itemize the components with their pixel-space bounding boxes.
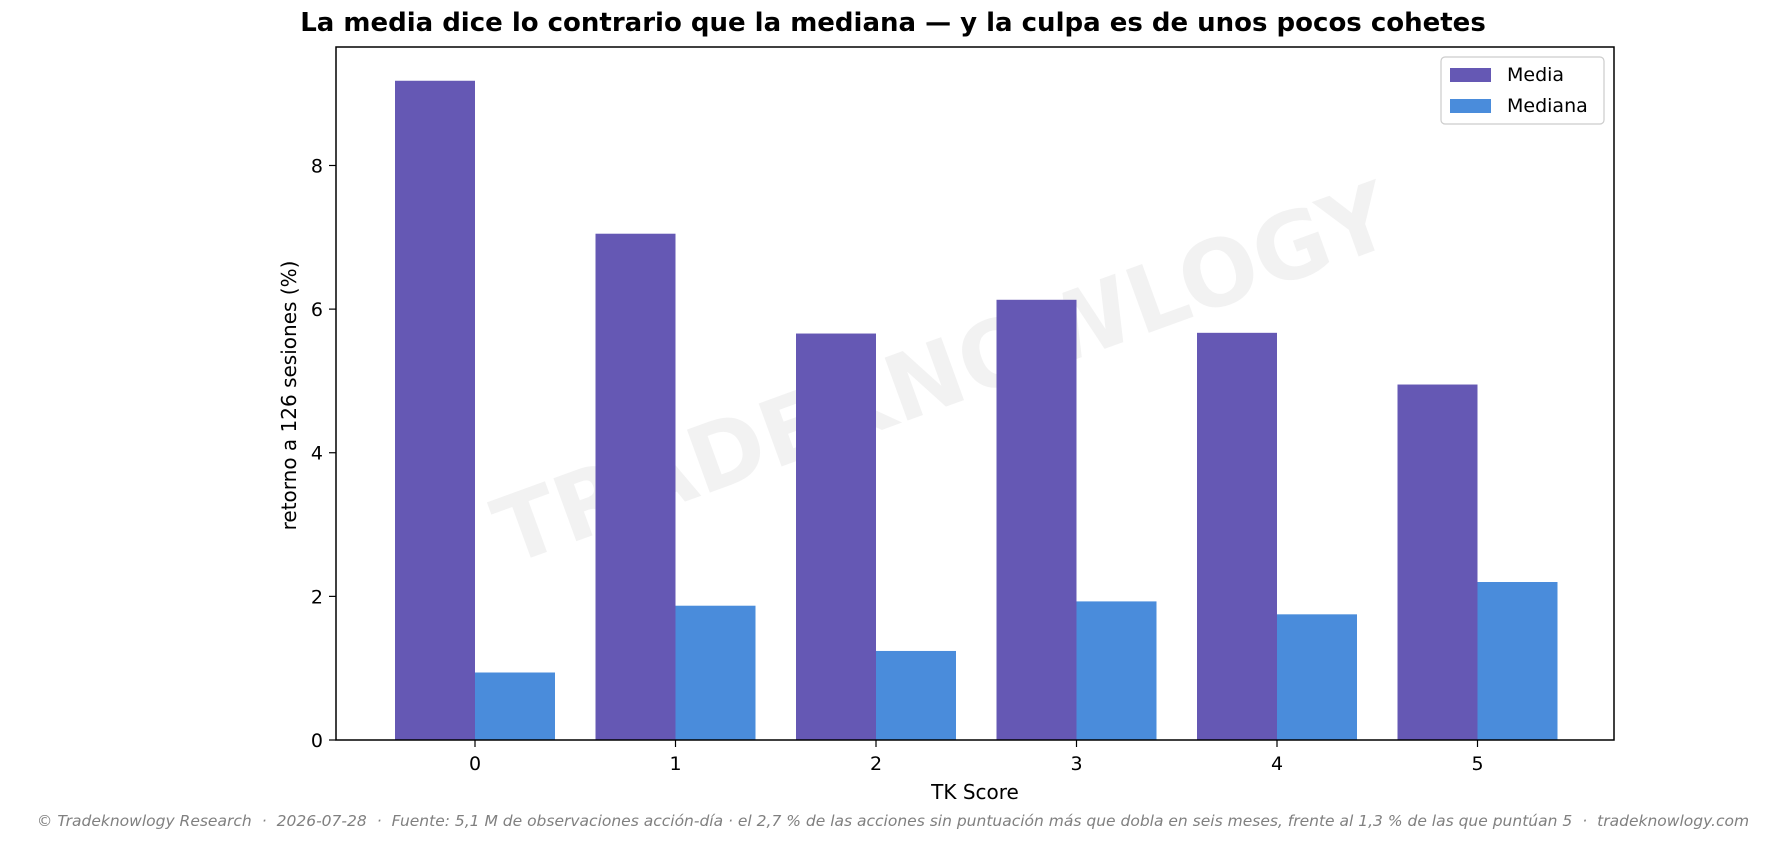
legend-label-media: Media [1507, 64, 1564, 86]
x-tick-label: 2 [870, 753, 882, 775]
legend-swatch-media [1450, 68, 1491, 82]
footer-separator: · [261, 812, 267, 830]
bar-media-1 [595, 233, 676, 740]
x-tick-label: 4 [1271, 753, 1283, 775]
bar-mediana-0 [475, 672, 555, 740]
footer-separator: · [1582, 812, 1588, 830]
plot-frame [335, 46, 1615, 741]
y-tick-label: 0 [311, 730, 323, 752]
footer-separator: · [376, 812, 382, 830]
legend-label-mediana: Mediana [1507, 95, 1588, 117]
x-tick-label: 1 [669, 753, 681, 775]
y-tick-label: 2 [311, 586, 323, 608]
x-axis-label: TK Score [930, 780, 1019, 804]
y-tick-label: 4 [311, 443, 323, 465]
bar-mediana-1 [675, 605, 756, 740]
bar-media-2 [796, 333, 876, 740]
bar-mediana-4 [1277, 614, 1357, 740]
bar-media-5 [1397, 384, 1478, 740]
bar-media-3 [996, 299, 1077, 740]
y-tick-label: 6 [311, 299, 323, 321]
x-tick-label: 3 [1070, 753, 1082, 775]
footer-copyright: © Tradeknowlogy Research [36, 812, 252, 830]
chart-title: La media dice lo contrario que la median… [300, 8, 1486, 38]
footer-source: Fuente: 5,1 M de observaciones acción-dí… [391, 812, 1573, 830]
bar-media-4 [1197, 332, 1277, 740]
y-axis-label: retorno a 126 sesiones (%) [277, 261, 301, 531]
x-tick-label: 5 [1471, 753, 1483, 775]
bar-mediana-5 [1477, 582, 1558, 740]
bar-mediana-3 [1076, 601, 1157, 740]
legend-swatch-mediana [1450, 99, 1491, 113]
footer-site: tradeknowlogy.com [1597, 812, 1750, 830]
bar-media-0 [395, 80, 475, 741]
y-tick-label: 8 [311, 155, 323, 177]
footer: © Tradeknowlogy Research · 2026-07-28 · Fuen… [0, 812, 1786, 830]
bar-mediana-2 [876, 650, 956, 740]
footer-date: 2026-07-28 [276, 812, 367, 830]
x-tick-label: 0 [469, 753, 481, 775]
